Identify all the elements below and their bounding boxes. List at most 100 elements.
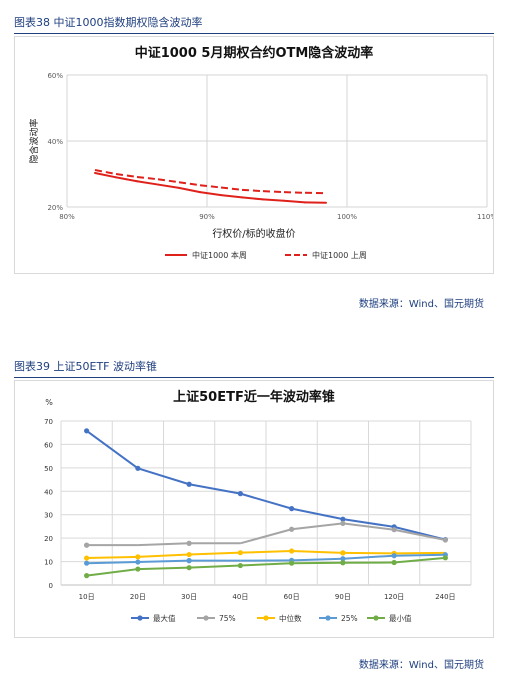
data-point <box>84 428 90 434</box>
y-tick-label: 60% <box>47 72 63 80</box>
data-point <box>84 573 90 579</box>
chart-title: 上证50ETF近一年波动率锥 <box>173 389 335 405</box>
data-point <box>186 481 192 487</box>
cone-line-segment <box>291 522 343 531</box>
cone-line-segment <box>342 522 395 531</box>
y-axis-unit: % <box>45 398 53 407</box>
x-tick-label: 100% <box>337 213 357 221</box>
data-point <box>186 558 192 564</box>
data-point <box>340 550 346 556</box>
data-point <box>391 553 397 559</box>
cone-line-segment <box>86 568 139 577</box>
cone-line-segment <box>342 554 395 560</box>
data-point <box>340 560 346 566</box>
cone-line-segment <box>137 559 190 564</box>
y-tick-label: 30 <box>44 512 53 520</box>
figure-38-title: 图表38 中证1000指数期权隐含波动率 <box>14 14 494 34</box>
iv-line-segment-last-week <box>199 184 222 189</box>
y-tick-label: 0 <box>49 582 53 590</box>
data-point <box>391 527 397 533</box>
data-point <box>186 540 192 546</box>
data-point <box>135 554 141 560</box>
iv-line-segment-last-week <box>136 175 159 181</box>
legend-label: 中证1000 本周 <box>192 250 247 260</box>
data-point <box>442 537 448 543</box>
legend-label: 中位数 <box>279 613 302 623</box>
y-tick-label: 50 <box>44 465 53 473</box>
x-tick-label: 90% <box>199 213 215 221</box>
figure-39-title: 图表39 上证50ETF 波动率锥 <box>14 358 494 378</box>
cone-line-segment <box>189 564 241 569</box>
x-tick-label: 110% <box>477 213 493 221</box>
data-point <box>186 565 192 571</box>
iv-line-segment-this-week <box>199 191 222 197</box>
cone-line-segment <box>137 553 190 558</box>
x-tick-label: 20日 <box>130 593 146 601</box>
cone-line-segment <box>291 557 343 562</box>
data-point <box>289 560 295 566</box>
data-point <box>289 526 295 532</box>
data-point <box>340 556 346 562</box>
y-tick-label: 40 <box>44 488 53 496</box>
cone-line-segment <box>86 561 138 565</box>
x-tick-label: 240日 <box>435 593 455 601</box>
data-point <box>237 562 243 569</box>
iv-line-segment-this-week <box>178 186 201 194</box>
data-point <box>135 465 141 471</box>
cone-line-segment <box>240 528 292 545</box>
iv-line-segment-this-week <box>262 198 285 202</box>
iv-line-segment-this-week <box>136 180 159 186</box>
iv-line-segment-this-week <box>241 196 264 201</box>
x-tick-label: 120日 <box>384 593 404 601</box>
iv-chart: 中证1000 5月期权合约OTM隐含波动率 20% 40% 60% 80% 90% 100%… <box>28 45 493 260</box>
iv-line-segment-last-week <box>157 178 180 184</box>
cone-line-segment <box>291 550 343 554</box>
legend-label: 中证1000 上周 <box>312 250 367 260</box>
iv-line-segment-last-week <box>241 188 264 193</box>
iv-line-segment-this-week <box>157 183 180 189</box>
x-tick-label: 80% <box>59 213 75 221</box>
cone-line-segment <box>137 467 190 486</box>
data-point <box>340 516 346 522</box>
iv-line-segment-last-week <box>178 181 201 187</box>
iv-line-segment-last-week <box>262 190 285 194</box>
figure-39-source: 数据来源：Wind、国元期货 <box>358 660 484 671</box>
iv-line-segment-last-week <box>220 186 243 191</box>
y-tick-label: 40% <box>47 138 63 146</box>
iv-line-segment-last-week <box>283 191 306 194</box>
vol-cone-chart: 上证50ETF近一年波动率锥% 0 10 20 30 40 50 60 70 10日 20日 30日 4… <box>44 389 472 623</box>
data-point <box>340 520 346 526</box>
data-point <box>237 491 243 497</box>
legend-marker <box>137 615 143 621</box>
x-tick-label: 10日 <box>79 593 95 601</box>
iv-line-segment-this-week <box>115 176 138 183</box>
cone-line-segment <box>189 551 241 556</box>
vol-cone-chart-frame: 上证50ETF近一年波动率锥% 0 10 20 30 40 50 60 70 10日 20日 30日 4… <box>14 380 494 638</box>
cone-line-segment <box>291 507 344 521</box>
cone-line-segment <box>342 518 395 528</box>
cone-line-segment <box>137 542 190 547</box>
legend-label: 最小值 <box>389 613 412 623</box>
legend-label: 最大值 <box>153 613 176 623</box>
data-point <box>442 555 448 561</box>
cone-line-segment <box>240 562 292 567</box>
figure-38-source: 数据来源：Wind、国元期货 <box>358 299 484 310</box>
cone-line-segment <box>86 555 138 560</box>
data-point <box>84 555 90 561</box>
legend-marker <box>325 615 331 621</box>
iv-line-segment-this-week <box>283 199 306 204</box>
legend-marker <box>263 615 269 621</box>
cone-line-segment <box>86 430 139 470</box>
x-tick-label: 90日 <box>335 593 351 601</box>
iv-line-segment-this-week <box>220 194 243 199</box>
iv-line-segment-last-week <box>94 169 117 175</box>
y-tick-label: 70 <box>44 418 53 426</box>
cone-line-segment <box>394 553 446 557</box>
legend-label: 75% <box>219 614 236 623</box>
data-point <box>84 560 90 566</box>
chart-title: 中证1000 5月期权合约OTM隐含波动率 <box>135 45 374 61</box>
iv-line-segment-last-week <box>115 173 138 178</box>
data-point <box>135 559 141 565</box>
cone-line-segment <box>137 566 190 571</box>
y-tick-label: 20 <box>44 535 53 543</box>
